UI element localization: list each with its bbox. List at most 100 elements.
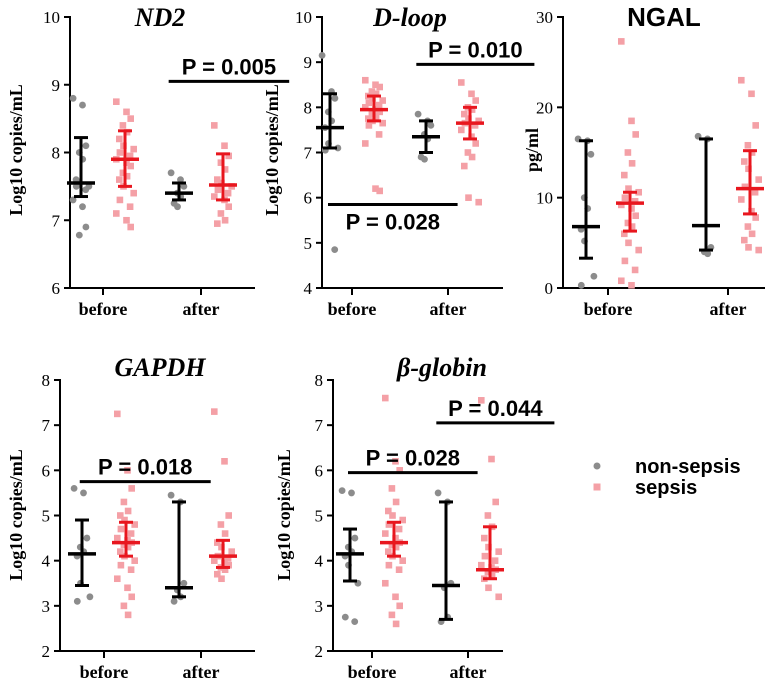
ngal-sepsis-point [744, 141, 752, 149]
ngal-sepsis-point [755, 246, 762, 254]
nd2-sepsis-point [126, 152, 134, 160]
nd2-nonsepsis-point [174, 203, 181, 211]
dloop-sepsis-point [468, 106, 476, 113]
ngal-sepsis-point [628, 160, 636, 167]
gapdh-sepsis-point [221, 458, 228, 465]
gapdh-ytick-label: 5 [42, 507, 51, 526]
ngal-ytick-label: 20 [536, 98, 553, 117]
bglobin-sepsis-point [392, 458, 399, 465]
bglobin-ytick-label: 5 [315, 507, 324, 526]
bglobin-sepsis-point [492, 498, 499, 506]
nd2-sepsis-point [119, 169, 127, 177]
dloop-sepsis-point [362, 76, 369, 84]
bglobin-ytick-label: 7 [315, 416, 324, 435]
nd2-sepsis-point [224, 189, 232, 197]
gapdh-sepsis-point [124, 611, 132, 619]
ngal-ytick-label: 30 [536, 8, 553, 27]
ngal-sepsis-point [752, 214, 759, 221]
gapdh-sepsis-point [124, 543, 132, 551]
nd2-sepsis-point [221, 142, 228, 150]
nd2-sepsis-point [214, 176, 221, 183]
ngal-sepsis-point [741, 158, 748, 165]
nd2-sepsis-point [221, 216, 229, 224]
bglobin-sepsis-point [484, 568, 492, 576]
dloop-ytick-label: 5 [304, 234, 313, 253]
nd2-ytick-label: 7 [52, 211, 61, 230]
ngal-sepsis-point [624, 219, 632, 227]
bglobin-sepsis-point [396, 602, 403, 610]
nd2-sepsis-point [217, 210, 225, 217]
gapdh-sepsis-point [124, 467, 131, 474]
gapdh-sepsis-point [221, 566, 229, 573]
bglobin-ytick-label: 2 [315, 642, 324, 661]
bglobin-sepsis-point [382, 530, 389, 537]
nd2-sepsis-point [123, 172, 131, 180]
dloop-nonsepsis-point [414, 110, 422, 118]
dloop-panel: D-loop Log10 copies/mL 4 5 6 7 8 9 10 before after… [262, 3, 535, 319]
nd2-ytick-label: 8 [52, 144, 61, 163]
bglobin-sepsis-point [382, 394, 389, 402]
bglobin-sepsis-point [488, 570, 496, 578]
dloop-ytick-label: 8 [304, 98, 313, 117]
gapdh-ytick-label: 8 [42, 371, 51, 390]
ngal-title: NGAL [627, 2, 701, 32]
bglobin-sepsis-point [491, 557, 499, 564]
bglobin-sepsis-point [396, 467, 403, 474]
gapdh-sepsis-point [124, 507, 132, 515]
bglobin-sepsis-point [495, 548, 502, 555]
bglobin-sepsis-point [385, 507, 392, 515]
nd2-nonsepsis-point [69, 94, 77, 102]
bglobin-title: β-globin [396, 353, 487, 382]
dloop-title: D-loop [372, 3, 447, 32]
gapdh-sepsis-point [114, 534, 121, 542]
gapdh-sepsis-point [225, 561, 232, 569]
dloop-sepsis-point [372, 113, 380, 120]
nd2-sepsis-point [116, 196, 124, 204]
nd2-nonsepsis-point [69, 196, 77, 204]
gapdh-nonsepsis-point [73, 597, 81, 605]
bglobin-ytick-label: 3 [315, 597, 324, 616]
gapdh-ylabel: Log10 copies/mL [6, 449, 26, 581]
bglobin-pvalue-label: P = 0.028 [366, 446, 460, 471]
gapdh-sepsis-point [128, 593, 135, 601]
nd2-xtick-label: after [183, 299, 220, 319]
nd2-sepsis-point [123, 108, 130, 116]
nd2-sepsis-point [116, 176, 123, 183]
bglobin-sepsis-point [392, 593, 399, 601]
dloop-sepsis-point [376, 83, 383, 91]
nd2-nonsepsis-point [82, 142, 90, 150]
bglobin-sepsis-point [392, 620, 400, 628]
dloop-sepsis-point [465, 194, 472, 201]
nd2-sepsis-point [127, 162, 134, 170]
dloop-sepsis-point [471, 122, 479, 129]
ngal-ytick-label: 0 [545, 279, 554, 298]
ngal-sepsis-point [632, 212, 639, 220]
bglobin-nonsepsis-point [341, 613, 349, 621]
bglobin-ytick-label: 4 [315, 552, 324, 571]
ngal-sepsis-point [738, 196, 745, 203]
nd2-sepsis-point [130, 145, 137, 153]
bglobin-xtick-label: after [450, 662, 487, 682]
gapdh-nonsepsis-point [170, 597, 178, 605]
legend-label: non-sepsis [635, 456, 741, 478]
bglobin-sepsis-point [484, 512, 492, 519]
bglobin-nonsepsis-point [348, 489, 355, 497]
gapdh-sepsis-point [114, 575, 121, 583]
ngal-sepsis-point [628, 281, 635, 289]
bglobin-sepsis-point [478, 561, 485, 569]
legend-sepsis-marker [593, 483, 601, 491]
bglobin-sepsis-point [385, 521, 393, 528]
gapdh-sepsis-point [218, 575, 225, 583]
ngal-sepsis-point [625, 239, 632, 247]
dloop-sepsis-point [475, 117, 482, 125]
bglobin-sepsis-point [395, 525, 403, 533]
ngal-nonsepsis-point [590, 272, 598, 280]
ngal-nonsepsis-point [577, 281, 585, 289]
ngal-panel: NGAL pg/ml 0 10 20 30 before after [522, 2, 765, 319]
ngal-sepsis-point [621, 230, 628, 238]
dloop-ytick-label: 9 [304, 53, 313, 72]
bglobin-sepsis-point [395, 566, 403, 573]
ngal-sepsis-point [751, 188, 759, 196]
ngal-sepsis-point [631, 197, 639, 205]
